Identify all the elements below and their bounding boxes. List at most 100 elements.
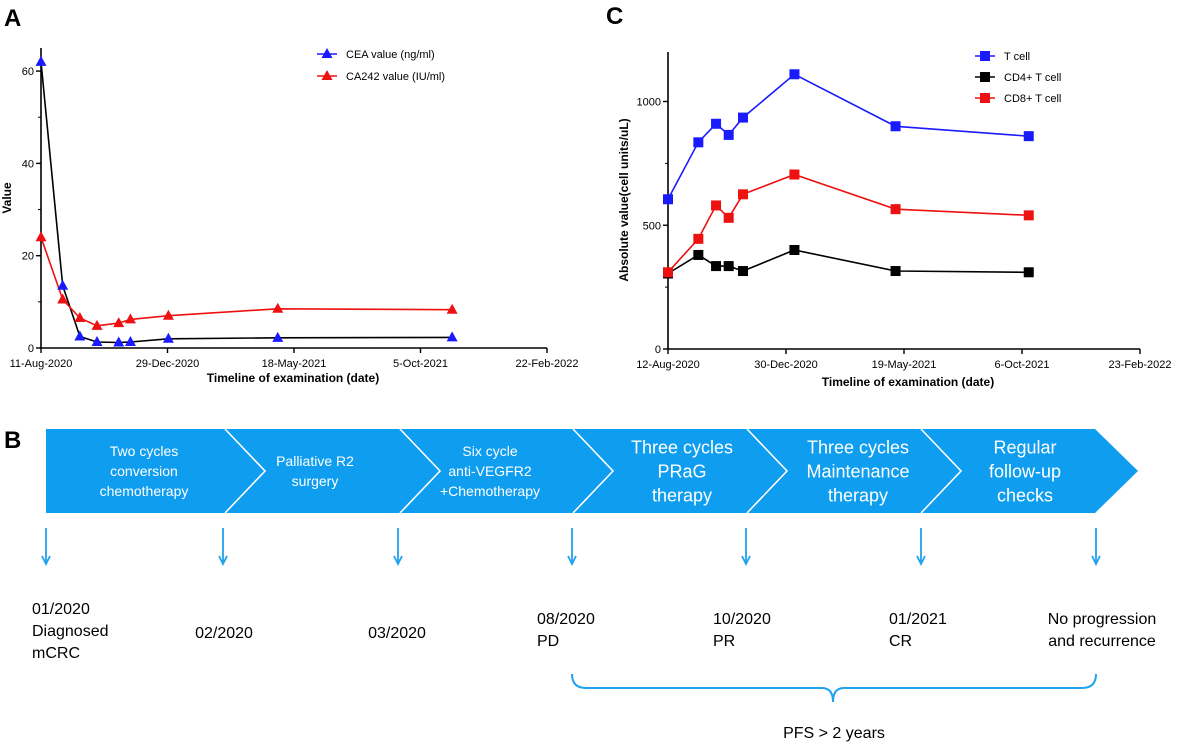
chart-c-point bbox=[890, 121, 901, 132]
timeline-stage-label: conversion bbox=[110, 463, 178, 479]
timeline-chevron bbox=[224, 428, 267, 514]
chart-c-xtick-label: 12-Aug-2020 bbox=[636, 359, 700, 371]
chart-c-ytick-label: 500 bbox=[643, 220, 661, 232]
timeline-event-label: 01/2020 bbox=[32, 601, 90, 618]
chart-a-point bbox=[272, 331, 284, 342]
chart-c-point bbox=[723, 212, 734, 223]
chart-c-legend-label: CD4+ T cell bbox=[1004, 72, 1061, 84]
chart-c-legend-marker bbox=[980, 51, 990, 61]
chart-a-axes bbox=[40, 48, 547, 349]
panel-label-a: A bbox=[4, 5, 21, 32]
chart-a-ytick-label: 0 bbox=[28, 343, 34, 355]
timeline-chevrons bbox=[224, 428, 963, 514]
chart-c-point bbox=[723, 261, 734, 272]
chart-c-ylabel: Absolute value(cell units/uL) bbox=[617, 118, 631, 281]
chart-c-point bbox=[738, 266, 749, 277]
timeline-stage-label: Three cycles bbox=[631, 437, 733, 457]
pfs-brace bbox=[571, 673, 1097, 703]
chart-c-ticks: 0 500 1000 12-Aug-2020 30-Dec-2020 19-May-202… bbox=[636, 97, 1171, 372]
timeline-event-label: No progression bbox=[1048, 611, 1157, 628]
chart-c-point bbox=[663, 267, 673, 278]
chart-a: 0 20 40 60 11-Aug-2020 29-Dec-2020 18-May-2021… bbox=[0, 48, 579, 385]
panel-label-b: B bbox=[4, 427, 21, 454]
timeline-event-label: 10/2020 bbox=[713, 611, 771, 628]
chart-c-point bbox=[890, 266, 901, 277]
chart-a-point bbox=[74, 330, 86, 341]
chart-c-point bbox=[738, 112, 749, 123]
chart-a-xtick-label: 22-Feb-2022 bbox=[516, 358, 579, 370]
chart-c-xtick-label: 30-Dec-2020 bbox=[754, 359, 818, 371]
timeline-event-label: and recurrence bbox=[1048, 633, 1156, 650]
timeline-stages: Two cycles conversion chemotherapy Palliati… bbox=[100, 437, 1061, 505]
chart-c-point bbox=[1023, 210, 1034, 221]
chart-a-legend-marker bbox=[321, 70, 333, 80]
timeline-event-arrowhead bbox=[567, 555, 577, 567]
chart-a-ticks: 0 20 40 60 11-Aug-2020 29-Dec-2020 18-May-2021… bbox=[10, 66, 579, 370]
chart-a-legend-label: CA242 value (IU/ml) bbox=[346, 71, 445, 83]
chart-c-series-line bbox=[667, 249, 1029, 275]
timeline-event-label: PR bbox=[713, 633, 735, 650]
timeline-stage-label: therapy bbox=[652, 485, 712, 505]
timeline-stage-label: therapy bbox=[828, 485, 888, 505]
chart-a-point bbox=[57, 279, 69, 290]
chart-a-point bbox=[74, 312, 86, 322]
chart-a-point bbox=[113, 336, 125, 347]
chart-a-ytick-label: 20 bbox=[22, 251, 34, 263]
chart-a-xtick-label: 29-Dec-2020 bbox=[136, 358, 200, 370]
timeline-event-arrowhead bbox=[741, 555, 751, 567]
chart-c-xlabel: Timeline of examination (date) bbox=[822, 375, 994, 389]
chart-c-point bbox=[723, 129, 734, 140]
chart-a-series bbox=[35, 55, 458, 347]
chart-c-point bbox=[890, 204, 901, 215]
timeline-events: 01/2020 Diagnosed mCRC 02/2020 03/2020 08/202… bbox=[32, 601, 1156, 662]
chart-a-series-line bbox=[40, 61, 453, 344]
timeline-event-label: mCRC bbox=[32, 645, 80, 662]
chart-a-point bbox=[35, 231, 47, 242]
timeline-stage-label: Six cycle bbox=[462, 443, 517, 459]
chart-a-point bbox=[124, 313, 136, 324]
timeline-event-label: 02/2020 bbox=[195, 625, 253, 642]
timeline-chevron bbox=[746, 428, 789, 514]
timeline-stage-label: +Chemotherapy bbox=[440, 483, 540, 499]
timeline-stage-label: follow-up bbox=[989, 461, 1061, 481]
timeline-event-arrowhead bbox=[916, 555, 926, 567]
timeline-event-label: 03/2020 bbox=[368, 625, 426, 642]
timeline-stage-label: anti-VEGFR2 bbox=[448, 463, 531, 479]
chart-c-legend-label: T cell bbox=[1004, 51, 1030, 63]
chart-a-point bbox=[124, 336, 136, 346]
chart-a-point bbox=[35, 55, 47, 66]
timeline-stage-label: Two cycles bbox=[110, 443, 178, 459]
timeline-stage-label: chemotherapy bbox=[100, 483, 189, 499]
chart-c-legend-marker bbox=[980, 93, 990, 103]
chart-a-point bbox=[162, 332, 174, 343]
chart-a-point bbox=[91, 336, 103, 346]
chart-c-point bbox=[738, 189, 749, 200]
chart-a-ylabel: Value bbox=[0, 182, 14, 214]
chart-a-xtick-label: 5-Oct-2021 bbox=[393, 358, 448, 370]
chart-c-ytick-label: 1000 bbox=[637, 97, 661, 109]
chart-c-ytick-label: 0 bbox=[655, 344, 661, 356]
chart-a-point bbox=[446, 331, 458, 342]
chart-c-point bbox=[663, 194, 673, 205]
chart-c-point bbox=[711, 261, 722, 272]
timeline-stage-label: Palliative R2 bbox=[276, 453, 354, 469]
chart-a-xtick-label: 18-May-2021 bbox=[262, 358, 327, 370]
timeline-event-label: 08/2020 bbox=[537, 611, 595, 628]
chart-c-point bbox=[1023, 131, 1034, 142]
timeline-event-arrowhead bbox=[41, 555, 51, 567]
chart-c-point bbox=[789, 169, 800, 180]
chart-a-legend-label: CEA value (ng/ml) bbox=[346, 49, 435, 61]
chart-a-xtick-label: 11-Aug-2020 bbox=[10, 358, 73, 370]
timeline-event-label: 01/2021 bbox=[889, 611, 947, 628]
timeline-event-arrowhead bbox=[1091, 555, 1101, 567]
chart-c-point bbox=[1023, 267, 1034, 278]
chart-c-point bbox=[693, 137, 704, 148]
chart-a-point bbox=[113, 317, 125, 328]
chart-c-point bbox=[693, 233, 704, 244]
chart-c-point bbox=[693, 249, 704, 260]
timeline-chevron bbox=[920, 428, 963, 514]
chart-c: 0 500 1000 12-Aug-2020 30-Dec-2020 19-May-202… bbox=[617, 51, 1172, 389]
chart-c-legend-label: CD8+ T cell bbox=[1004, 93, 1061, 105]
chart-c-series-line bbox=[667, 173, 1029, 273]
